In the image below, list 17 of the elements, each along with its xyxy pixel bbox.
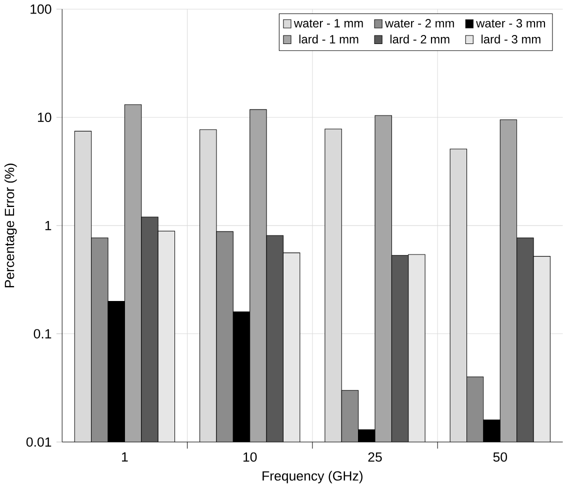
legend-label: water - 3 mm [476, 19, 546, 28]
y-tick-label: 0.1 [34, 329, 52, 339]
y-tick-label: 0.01 [26, 437, 52, 447]
y-tick-label: 1 [45, 221, 52, 230]
x-tick-label: 10 [243, 452, 257, 462]
legend-label: lard - 1 mm [299, 34, 358, 44]
y-axis-title: Percentage Error (%) [4, 164, 17, 288]
x-axis-title: Frequency (GHz) [262, 471, 362, 484]
y-tick-label: 10 [38, 112, 52, 122]
legend-label: lard - 2 mm [390, 34, 450, 44]
x-tick-label: 25 [368, 452, 382, 462]
legend-label: lard - 3 mm [482, 34, 540, 44]
legend-label: water - 1 mm [294, 19, 363, 28]
y-tick-label: 100 [30, 4, 52, 14]
x-tick-label: 50 [493, 452, 508, 462]
x-tick-label: 1 [122, 452, 128, 462]
legend-label: water - 2 mm [384, 19, 454, 28]
